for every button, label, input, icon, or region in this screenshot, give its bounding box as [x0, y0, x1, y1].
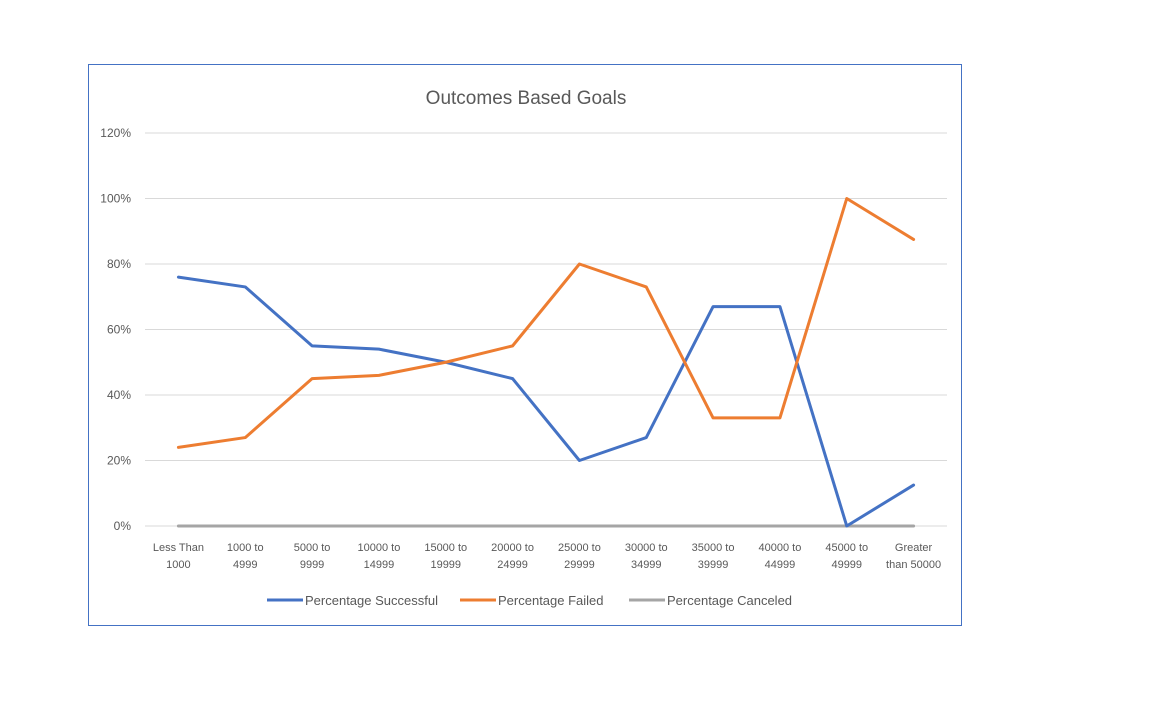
x-tick-label-line: 5000 to: [294, 542, 331, 554]
x-tick-label-line: than 50000: [886, 559, 941, 571]
x-tick-label-line: 4999: [233, 559, 257, 571]
x-tick-label: 25000 to 29999: [558, 542, 601, 571]
x-tick-label-line: 1000: [166, 559, 190, 571]
x-tick-label: 40000 to 44999: [759, 542, 802, 571]
x-tick-label-line: 49999: [831, 559, 862, 571]
x-tick-label-line: 29999: [564, 559, 595, 571]
x-tick-label-line: 9999: [300, 559, 324, 571]
x-tick-label-line: 24999: [497, 559, 528, 571]
y-tick-label: 60%: [107, 323, 131, 337]
x-tick-label: Greater than 50000: [886, 542, 941, 571]
y-tick-label: 120%: [100, 126, 131, 140]
x-tick-label-line: Greater: [895, 542, 933, 554]
y-tick-label: 20%: [107, 454, 131, 468]
x-tick-label: 20000 to 24999: [491, 542, 534, 571]
y-tick-label: 40%: [107, 388, 131, 402]
y-tick-label: 0%: [114, 519, 132, 533]
series-line-percentage-failed: [176, 197, 916, 449]
x-tick-label-line: 45000 to: [825, 542, 868, 554]
x-tick-label-line: 40000 to: [759, 542, 802, 554]
x-tick-label-line: 44999: [765, 559, 796, 571]
x-tick-label: 15000 to 19999: [424, 542, 467, 571]
x-tick-label: 30000 to 34999: [625, 542, 668, 571]
x-tick-label-line: Less Than: [153, 542, 204, 554]
x-tick-label: 45000 to 49999: [825, 542, 868, 571]
x-tick-label: 1000 to 4999: [227, 542, 264, 571]
legend-label: Percentage Successful: [305, 593, 438, 608]
x-tick-label-line: 34999: [631, 559, 662, 571]
x-tick-label-line: 35000 to: [692, 542, 735, 554]
x-tick-label-line: 39999: [698, 559, 729, 571]
x-tick-label-line: 10000 to: [358, 542, 401, 554]
x-tick-label-line: 1000 to: [227, 542, 264, 554]
chart-area: Outcomes Based Goals 0% 20% 40% 60% 80% 100% 1…: [88, 64, 962, 626]
x-tick-label-line: 30000 to: [625, 542, 668, 554]
line-chart: Outcomes Based Goals 0% 20% 40% 60% 80% 100% 1…: [100, 88, 947, 608]
legend-label: Percentage Failed: [498, 593, 604, 608]
x-tick-label-line: 25000 to: [558, 542, 601, 554]
x-tick-label-line: 15000 to: [424, 542, 467, 554]
x-tick-label: 10000 to 14999: [358, 542, 401, 571]
y-tick-label: 80%: [107, 257, 131, 271]
x-tick-label: Less Than 1000: [153, 542, 204, 571]
x-tick-label-line: 20000 to: [491, 542, 534, 554]
x-tick-label: 35000 to 39999: [692, 542, 735, 571]
x-tick-label-line: 19999: [430, 559, 461, 571]
x-tick-label-line: 14999: [364, 559, 395, 571]
series-line-percentage-successful: [176, 275, 916, 528]
y-tick-label: 100%: [100, 192, 131, 206]
x-tick-label: 5000 to 9999: [294, 542, 331, 571]
legend-label: Percentage Canceled: [667, 593, 792, 608]
chart-title: Outcomes Based Goals: [426, 88, 627, 109]
